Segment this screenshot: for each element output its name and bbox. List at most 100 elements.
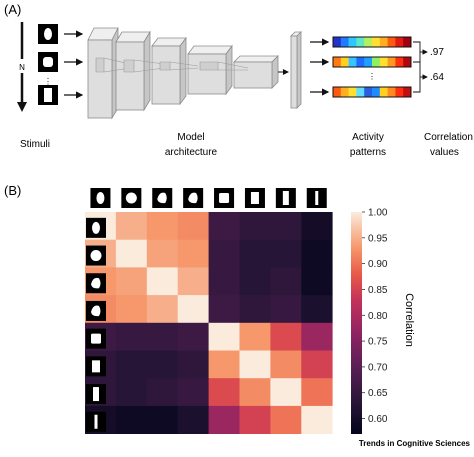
irregular-icon [91, 305, 101, 317]
heatmap-cell-3-5 [239, 295, 271, 324]
heatmap-cell-5-4 [208, 350, 240, 379]
activity-patterns [332, 36, 412, 98]
tall-rect-icon [282, 191, 289, 205]
caption-corr-2: values [430, 147, 459, 158]
bar-icon [94, 414, 98, 429]
activity-pattern-1 [332, 36, 412, 48]
colorbar-tick-label: 0.85 [368, 285, 388, 296]
activity-pattern-3 [332, 86, 412, 98]
heatmap-cell-6-4 [208, 378, 240, 407]
heatmap-cell-2-6 [270, 267, 302, 296]
heatmap-cell-6-2 [146, 378, 179, 407]
watermark: Trends in Cognitive Sciences [359, 439, 471, 448]
panel-a-label: (A) [4, 2, 21, 17]
rounded-square-icon [43, 57, 53, 67]
heatmap-cell-0-7 [301, 212, 333, 241]
rect-icon [92, 360, 100, 373]
heatmap-cell-0-3 [177, 212, 209, 241]
heatmap-cell-5-1 [115, 350, 148, 379]
heatmap-cell-1-2 [146, 239, 179, 268]
top-stimulus-4 [214, 188, 235, 208]
round-icon [90, 250, 102, 262]
left-stimulus-4 [86, 328, 106, 349]
top-stimulus-2 [152, 188, 173, 208]
heatmap-cell-1-5 [239, 239, 271, 268]
heatmap-cell-4-5 [239, 322, 271, 351]
activity-ellipsis: ⋮ [368, 72, 376, 81]
left-stimulus-5 [86, 356, 106, 377]
top-stimulus-1 [121, 188, 142, 208]
heatmap-cell-0-2 [146, 212, 179, 241]
heatmap-cell-7-2 [146, 405, 179, 434]
correlation-value-1: .97 [430, 47, 444, 58]
heatmap-cell-5-6 [270, 350, 302, 379]
caption-stimuli: Stimuli [20, 139, 50, 150]
heatmap-cell-2-1 [115, 267, 148, 296]
caption-model-2: architecture [165, 147, 218, 158]
heatmap-cell-1-3 [177, 239, 209, 268]
heatmap-cell-3-4 [208, 295, 240, 324]
tall-rect-icon [93, 387, 99, 402]
top-stimulus-3 [183, 188, 204, 208]
model-architecture [87, 27, 302, 120]
oval-icon [92, 221, 100, 234]
heatmap-cell-7-7 [301, 405, 333, 434]
heatmap-cell-6-7 [301, 378, 333, 407]
heatmap-cell-0-6 [270, 212, 302, 241]
left-stimulus-3 [86, 300, 106, 321]
colorbar-tick-label: 0.75 [368, 337, 388, 348]
heatmap-cell-1-6 [270, 239, 302, 268]
n-arrow-head [17, 102, 27, 112]
heatmap-cell-1-1 [115, 239, 148, 268]
colorbar-tick-label: 0.65 [368, 388, 388, 399]
heatmap-cell-4-7 [301, 322, 333, 351]
heatmap-cell-5-2 [146, 350, 179, 379]
heatmap-cell-2-7 [301, 267, 333, 296]
heatmap-top-stimuli [90, 188, 327, 208]
heatmap-cell-4-2 [146, 322, 179, 351]
rect-icon [250, 192, 259, 204]
heatmap-cell-4-3 [177, 322, 209, 351]
heatmap-cell-2-5 [239, 267, 271, 296]
heatmap-cell-3-7 [301, 295, 333, 324]
n-label: N [19, 63, 25, 72]
left-stimulus-1 [86, 245, 106, 266]
kernel-projections [95, 57, 249, 73]
caption-corr-1: Correlation [424, 132, 473, 143]
left-stimulus-7 [86, 411, 106, 432]
heatmap-cell-2-2 [146, 267, 179, 296]
caption-activity-2: patterns [350, 147, 386, 158]
colorbar-ticks: 1.00 0.95 0.90 0.85 0.80 0.75 0.70 0.65 0.60 [362, 208, 388, 425]
heatmap-cell-7-6 [270, 405, 302, 434]
panel-b-label: (B) [4, 183, 21, 198]
heatmap-cell-7-5 [239, 405, 271, 434]
stimulus-3 [38, 85, 58, 105]
colorbar-tick-label: 0.70 [368, 362, 388, 373]
left-stimulus-0 [86, 217, 106, 238]
heatmap-cell-0-1 [115, 212, 148, 241]
heatmap-cell-1-7 [301, 239, 333, 268]
colorbar-tick-label: 0.80 [368, 311, 388, 322]
heatmap-cell-7-1 [115, 405, 148, 434]
heatmap-cell-5-5 [239, 350, 271, 379]
heatmap-cell-5-3 [177, 350, 209, 379]
correlation-value-2: .64 [430, 72, 444, 83]
colorbar-label: Correlation [403, 293, 415, 347]
heatmap-cell-3-3 [177, 295, 209, 324]
stimulus-1 [38, 24, 58, 44]
irregular-icon [157, 192, 167, 204]
irregular-icon [188, 192, 198, 204]
heatmap-cell-7-4 [208, 405, 240, 434]
heatmap-cell-0-4 [208, 212, 240, 241]
bracket-2 [413, 61, 421, 93]
heatmap-left-stimuli [86, 217, 106, 432]
caption-model-1: Model [177, 132, 204, 143]
heatmap-cell-2-4 [208, 267, 240, 296]
top-stimulus-0 [90, 188, 111, 208]
top-stimulus-6 [275, 188, 296, 208]
top-stimulus-7 [306, 188, 327, 208]
heatmap-cell-1-4 [208, 239, 240, 268]
bar-icon [315, 191, 319, 205]
